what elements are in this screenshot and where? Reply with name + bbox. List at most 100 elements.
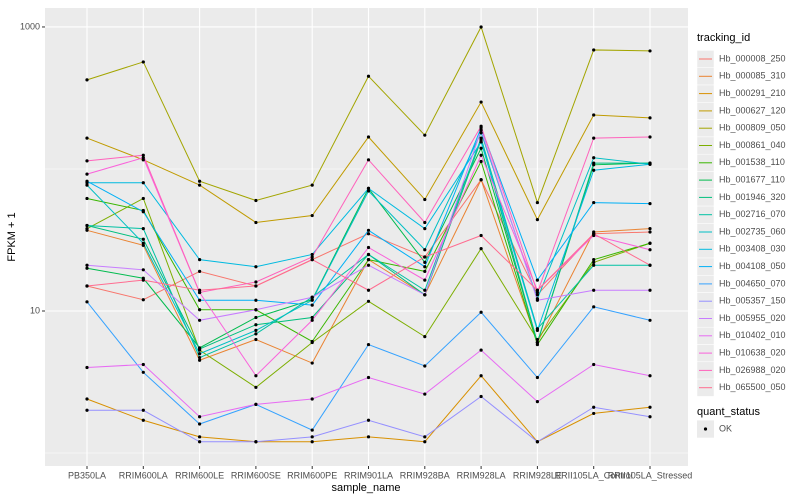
point	[198, 288, 202, 292]
point	[648, 288, 652, 292]
point	[648, 263, 652, 267]
point	[198, 269, 202, 274]
point	[592, 288, 596, 292]
point	[141, 196, 145, 201]
point	[479, 128, 483, 132]
point	[479, 233, 483, 238]
point	[198, 298, 202, 302]
point	[423, 293, 427, 297]
legend-label: Hb_004650_070	[719, 278, 786, 288]
point	[141, 298, 145, 302]
x-tick-label: RRIM928LE	[513, 470, 562, 480]
point	[310, 183, 314, 187]
point	[85, 284, 89, 288]
point	[479, 140, 483, 144]
legend-label: Hb_004108_050	[719, 261, 786, 271]
x-tick-label: PB350LA	[68, 470, 106, 480]
point	[366, 232, 371, 236]
legend-label: Hb_065500_050	[719, 382, 786, 392]
legend-label: Hb_000008_250	[719, 53, 786, 63]
point	[141, 418, 145, 422]
point	[648, 202, 652, 206]
point	[198, 347, 202, 351]
point	[310, 252, 314, 257]
point	[85, 159, 89, 163]
point	[310, 213, 314, 218]
point	[366, 263, 371, 267]
point	[254, 265, 258, 269]
point	[198, 179, 202, 183]
point	[366, 186, 371, 190]
point	[141, 237, 145, 241]
point	[254, 337, 258, 342]
point	[198, 352, 202, 356]
point	[648, 374, 652, 378]
point	[479, 159, 483, 164]
point	[423, 392, 427, 396]
point	[310, 318, 314, 322]
y-axis-title: FPKM + 1	[6, 212, 18, 261]
legend-label: Hb_010638_020	[719, 347, 786, 357]
point	[366, 375, 371, 380]
point	[141, 60, 145, 64]
point	[592, 411, 596, 416]
point	[535, 328, 540, 333]
point	[141, 153, 145, 157]
point	[141, 268, 145, 272]
point	[366, 299, 371, 303]
legend-label: Hb_001946_320	[719, 192, 786, 202]
point	[423, 220, 427, 225]
point	[479, 246, 483, 251]
legend-label: Hb_000291_210	[719, 88, 786, 98]
point	[85, 172, 89, 176]
x-tick-label: RRIM928LA	[457, 470, 506, 480]
point	[592, 232, 596, 236]
point	[648, 241, 652, 245]
point	[648, 227, 652, 231]
point	[535, 278, 540, 282]
point	[648, 405, 652, 409]
point	[592, 405, 596, 409]
point	[141, 156, 145, 160]
point	[423, 255, 427, 259]
point	[479, 310, 483, 314]
point	[85, 78, 89, 82]
point	[310, 303, 314, 307]
point	[198, 355, 202, 360]
point	[85, 365, 89, 370]
point	[535, 200, 540, 205]
x-tick-label: RRIM600PE	[287, 470, 337, 480]
point	[423, 248, 427, 252]
point	[592, 305, 596, 309]
point	[85, 397, 89, 401]
point	[310, 361, 314, 365]
point	[592, 168, 596, 172]
point	[310, 339, 314, 344]
point	[479, 394, 483, 399]
point	[366, 288, 371, 292]
point	[592, 200, 596, 205]
x-tick-label: RRIM600SE	[231, 470, 281, 480]
y-tick-label: 1000	[20, 21, 40, 31]
x-tick-label: RRIM600LA	[119, 470, 168, 480]
point	[479, 178, 483, 182]
point	[141, 408, 145, 412]
point	[198, 358, 202, 362]
point	[310, 258, 314, 262]
point	[141, 241, 145, 245]
point	[423, 265, 427, 269]
point	[366, 189, 371, 193]
point	[254, 198, 258, 203]
point	[366, 228, 371, 232]
legend-label: Hb_003408_030	[719, 244, 786, 254]
point	[648, 116, 652, 120]
point	[423, 288, 427, 292]
point	[141, 227, 145, 231]
point	[310, 435, 314, 439]
point	[141, 362, 145, 367]
point	[310, 298, 314, 302]
point	[198, 440, 202, 444]
point	[254, 374, 258, 378]
point	[479, 131, 483, 135]
